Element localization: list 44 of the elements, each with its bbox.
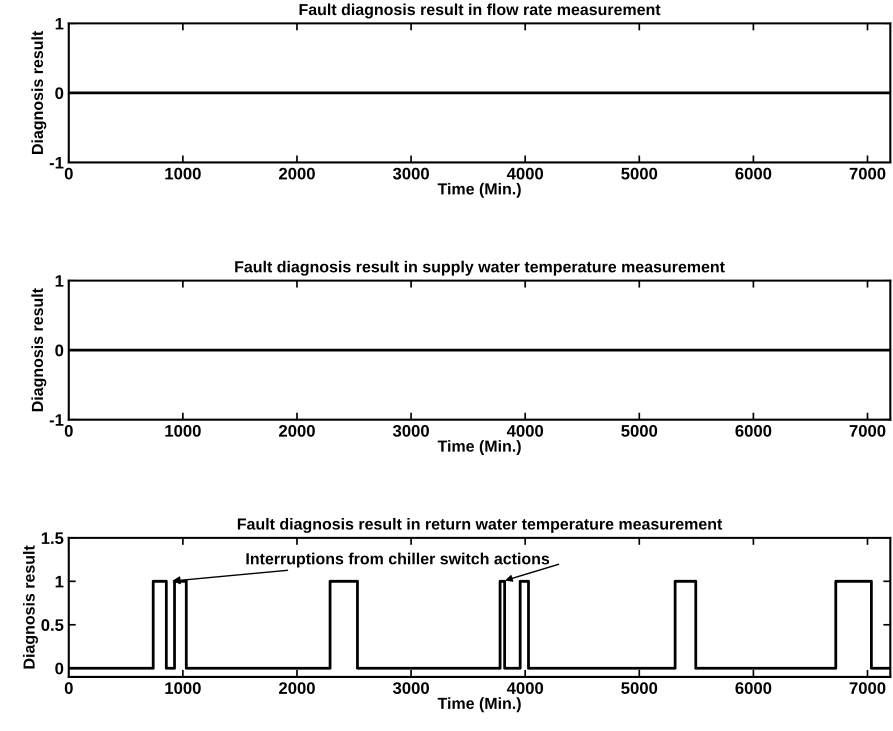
chart-title: Fault diagnosis result in flow rate measurement: [300, 3, 660, 18]
y-tick-label: 1.5: [42, 532, 64, 544]
x-tick-label: 7000: [850, 682, 886, 694]
x-tick-label: 0: [64, 682, 73, 694]
x-tick-label: 0: [64, 168, 73, 180]
x-tick-label: 4000: [506, 682, 544, 694]
chart-title: Fault diagnosis result in return water temperature measurement: [238, 518, 722, 533]
x-tick-label: 2000: [279, 424, 315, 437]
y-axis-title: Diagnosis result: [31, 30, 46, 154]
y-tick-label: 0: [55, 87, 64, 100]
x-tick-label: 2000: [279, 168, 315, 180]
y-tick-label: 0: [55, 344, 64, 356]
x-tick-label: 5000: [621, 682, 658, 694]
y-tick-label: 1: [56, 576, 64, 588]
chart-title: Fault diagnosis result in supply water temperature measurement: [235, 260, 725, 276]
y-tick-label: 1: [56, 275, 64, 287]
x-tick-label: 7000: [850, 424, 886, 437]
x-tick-label: 1000: [165, 168, 201, 180]
x-tick-label: 3000: [392, 168, 429, 180]
x-tick-label: 4000: [506, 168, 544, 180]
x-tick-label: 2000: [279, 682, 315, 694]
x-tick-label: 6000: [735, 424, 772, 437]
x-tick-label: 3000: [392, 424, 429, 437]
x-tick-label: 6000: [735, 682, 772, 694]
y-tick-label: -1: [50, 414, 64, 426]
y-tick-label: -1: [50, 157, 64, 168]
annotation: Interruptions from chiller switch actions: [246, 552, 550, 568]
x-axis-title: Time (Min.): [438, 182, 521, 198]
y-tick-label: 1: [56, 18, 64, 30]
x-tick-label: 6000: [735, 168, 772, 180]
x-tick-label: 4000: [506, 424, 544, 437]
y-tick-label: 0.5: [41, 619, 64, 631]
x-tick-label: 5000: [621, 424, 658, 437]
y-axis-title: Diagnosis result: [22, 545, 38, 668]
y-axis-title: Diagnosis result: [31, 288, 46, 412]
x-tick-label: 1000: [165, 682, 201, 694]
x-axis-title: Time (Min.): [438, 697, 521, 712]
x-tick-label: 3000: [392, 682, 429, 694]
y-tick-label: 0: [55, 662, 64, 674]
x-tick-label: 0: [64, 424, 73, 437]
x-tick-label: 7000: [850, 168, 886, 180]
x-tick-label: 1000: [165, 424, 201, 437]
x-axis-title: Time (Min.): [438, 440, 521, 455]
x-tick-label: 5000: [621, 168, 658, 180]
